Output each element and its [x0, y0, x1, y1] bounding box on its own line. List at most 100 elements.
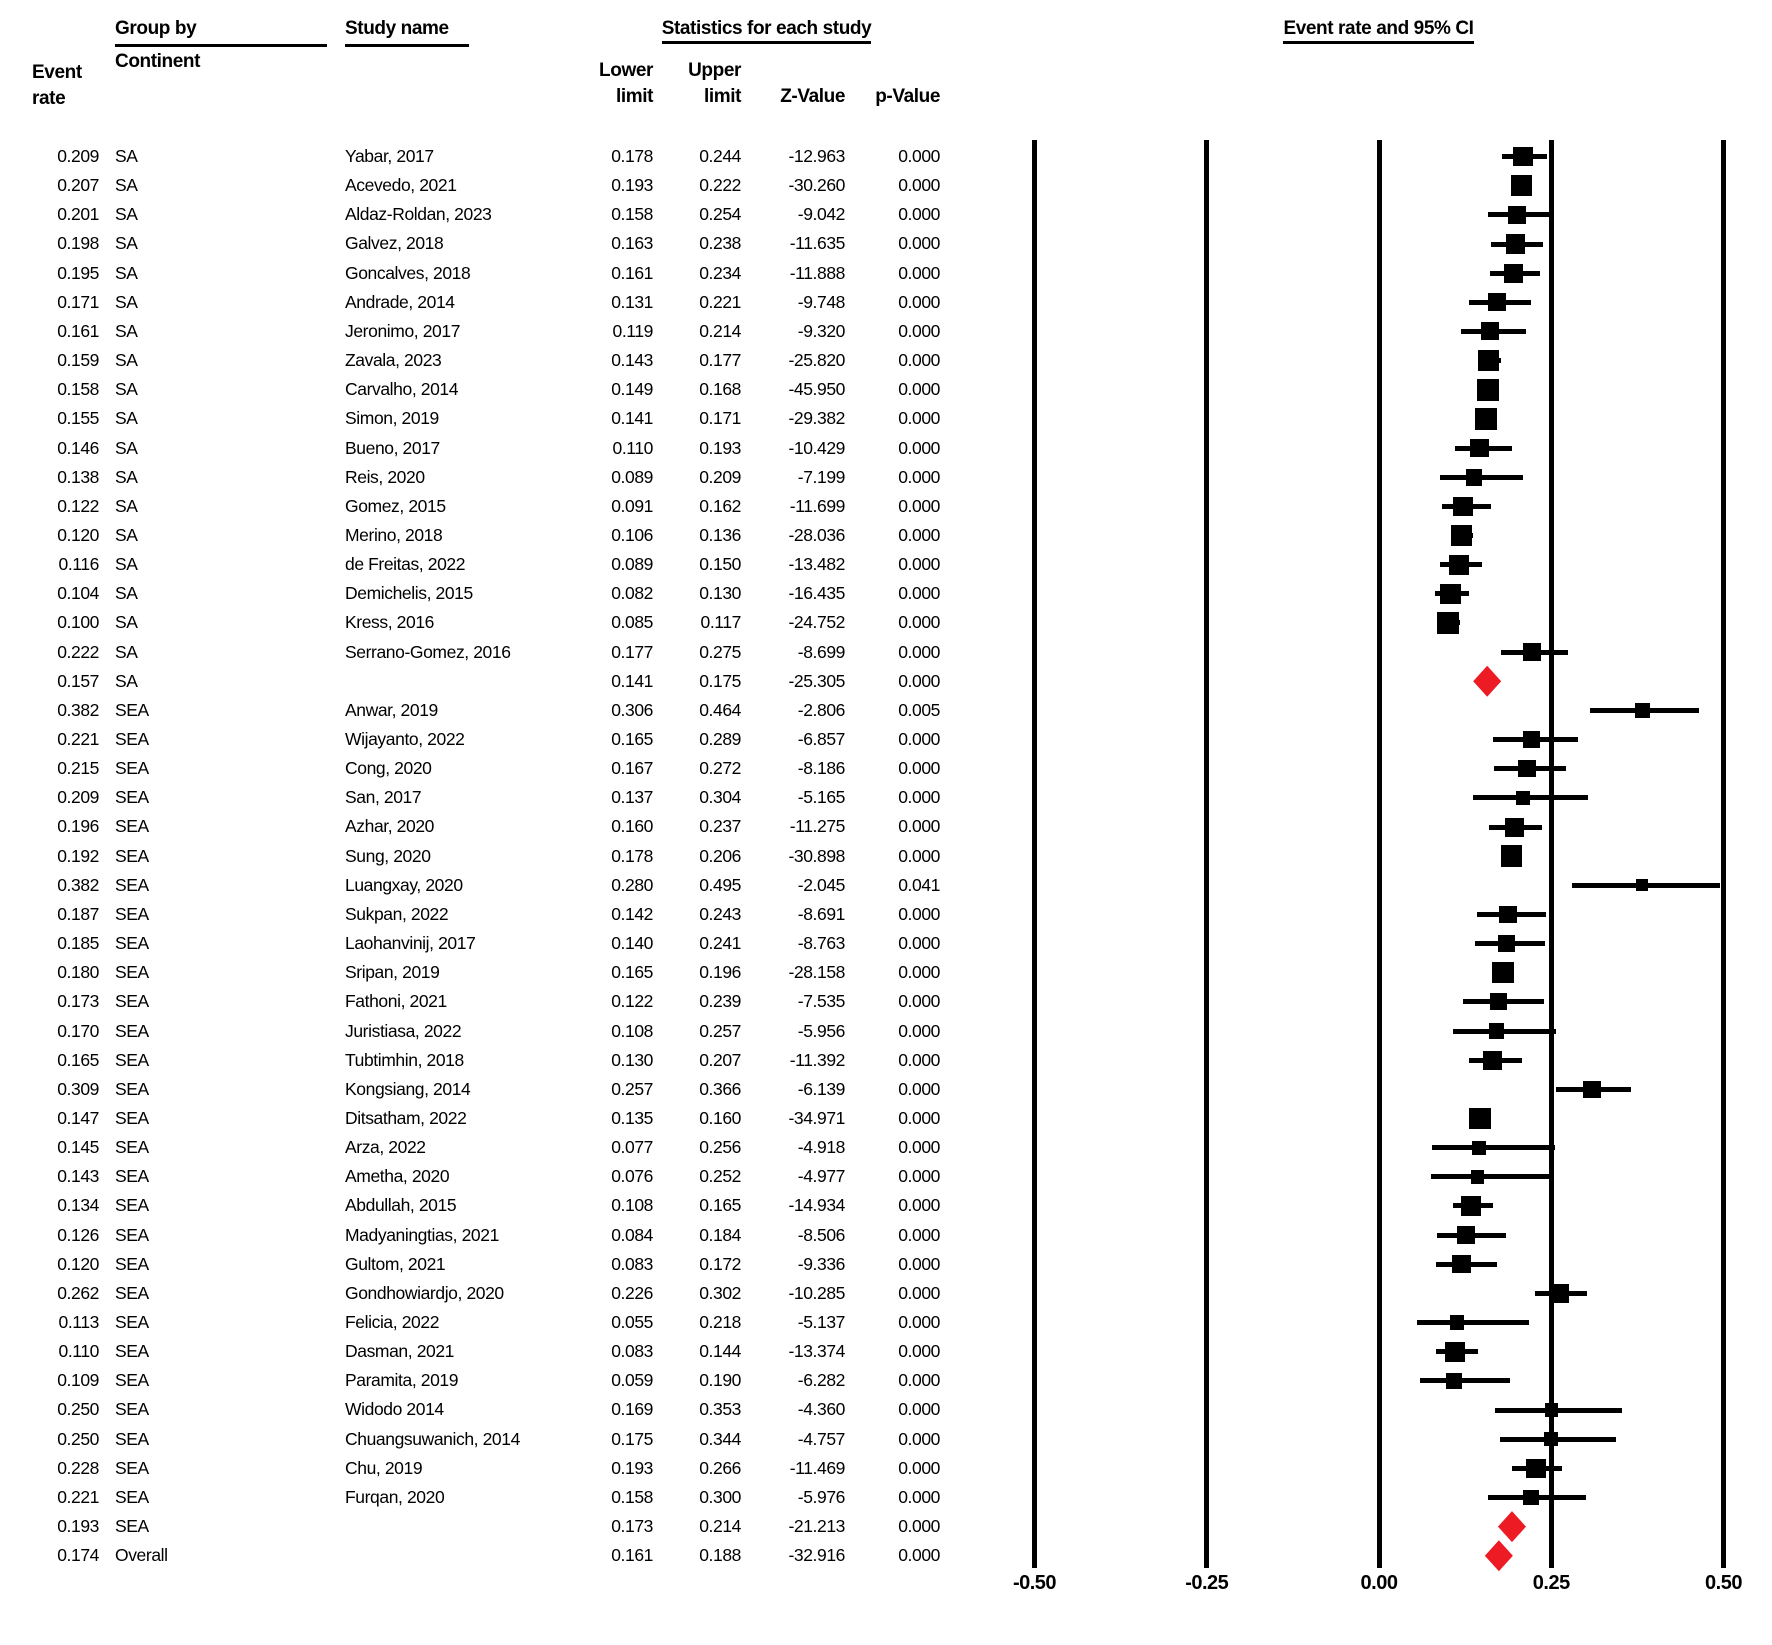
study-name-cell: Yabar, 2017 [345, 146, 434, 166]
z-value-cell: -13.482 [788, 554, 845, 575]
event-rate-cell: 0.196 [57, 816, 99, 837]
upper-limit-cell: 0.136 [699, 524, 741, 545]
group-cell: SEA [115, 1224, 149, 1245]
effect-square [1452, 1255, 1471, 1274]
study-name-cell: Reis, 2020 [345, 466, 425, 487]
group-cell: SEA [115, 1312, 149, 1332]
p-value-cell: 0.000 [898, 437, 940, 458]
effect-square [1583, 1080, 1601, 1099]
z-value-cell: -34.971 [788, 1107, 845, 1128]
effect-square [1453, 496, 1473, 517]
effect-square [1475, 408, 1497, 430]
event-rate-cell: 0.147 [57, 1107, 99, 1128]
axis-gridline [1376, 140, 1382, 1568]
effect-square [1492, 962, 1514, 984]
group-cell: SA [115, 379, 138, 400]
lower-limit-cell: 0.055 [611, 1312, 653, 1332]
study-name-cell: Simon, 2019 [345, 408, 439, 429]
lower-limit-cell: 0.141 [611, 670, 653, 691]
p-value-cell: 0.000 [898, 1545, 940, 1566]
p-value-cell: 0.000 [898, 933, 940, 954]
event-rate-cell: 0.207 [57, 175, 99, 196]
upper-limit-cell: 0.196 [699, 962, 741, 983]
event-rate-cell: 0.157 [57, 670, 99, 691]
z-value-cell: -45.950 [788, 379, 845, 400]
upper-limit-cell: 0.302 [699, 1282, 741, 1303]
p-value-cell: 0.000 [898, 1341, 940, 1362]
study-name-cell: Ametha, 2020 [345, 1166, 450, 1187]
lower-limit-cell: 0.280 [611, 874, 653, 895]
upper-limit-cell: 0.188 [699, 1545, 741, 1566]
p-value-cell: 0.000 [898, 175, 940, 196]
z-value-cell: -7.535 [797, 991, 846, 1012]
event-rate-cell: 0.171 [57, 291, 99, 312]
effect-square [1449, 554, 1469, 575]
p-value-cell: 0.000 [898, 554, 940, 575]
study-name-cell: Widodo 2014 [345, 1399, 444, 1420]
lower-limit-cell: 0.169 [611, 1399, 653, 1420]
upper-limit-cell: 0.165 [699, 1195, 741, 1216]
event-rate-cell: 0.382 [57, 699, 99, 720]
z-value-cell: -16.435 [788, 583, 845, 604]
p-value-cell: 0.000 [898, 962, 940, 983]
p-value-cell: 0.000 [898, 583, 940, 604]
group-cell: SA [115, 233, 138, 254]
study-name-cell: Serrano-Gomez, 2016 [345, 641, 511, 662]
group-cell: SEA [115, 1078, 149, 1099]
statistics-column-header: Statistics for each study [661, 18, 872, 44]
axis-gridline [1032, 140, 1037, 1568]
z-value-cell: -12.963 [788, 146, 845, 166]
group-cell: SEA [115, 816, 149, 837]
p-value-cell: 0.000 [898, 408, 940, 429]
group-cell: SA [115, 554, 138, 575]
study-name-cell: Acevedo, 2021 [345, 175, 457, 196]
z-value-cell: -5.976 [797, 1486, 846, 1507]
effect-square [1504, 817, 1524, 837]
effect-square [1465, 468, 1483, 486]
z-value-cell: -2.045 [797, 874, 846, 895]
group-cell: SEA [115, 1486, 149, 1507]
study-name-cell: Andrade, 2014 [345, 291, 455, 312]
z-value-cell: -13.374 [788, 1341, 845, 1362]
group-cell: SA [115, 350, 138, 371]
study-name-cell: Carvalho, 2014 [345, 379, 459, 400]
z-value-cell: -5.956 [797, 1020, 846, 1041]
upper-limit-cell: 0.160 [699, 1107, 741, 1128]
z-value-cell: -7.199 [797, 466, 846, 487]
effect-square [1487, 293, 1506, 312]
event-rate-cell: 0.138 [57, 466, 99, 487]
lower-limit-cell: 0.131 [611, 291, 653, 312]
p-value-cell: 0.000 [898, 1399, 940, 1420]
z-value-cell: -11.635 [789, 233, 846, 254]
p-value-cell: 0.005 [898, 699, 940, 720]
event-rate-cell: 0.250 [57, 1399, 99, 1420]
event-rate-cell: 0.145 [57, 1137, 99, 1158]
upper-limit-cell: 0.214 [699, 320, 741, 341]
z-value-cell: -24.752 [788, 612, 845, 633]
p-value-cell: 0.000 [898, 204, 940, 225]
p-value-cell: 0.000 [898, 816, 940, 837]
study-name-cell: Arza, 2022 [345, 1137, 426, 1158]
upper-limit-cell: 0.353 [699, 1399, 741, 1420]
event-rate-cell: 0.250 [57, 1428, 99, 1449]
event-rate-cell: 0.195 [57, 262, 99, 283]
group-cell: SEA [115, 874, 149, 895]
lower-limit-cell: 0.178 [611, 845, 653, 866]
effect-square [1444, 1341, 1465, 1362]
ci-line [1453, 1028, 1557, 1034]
z-value-cell: -6.282 [797, 1370, 846, 1391]
lower-limit-cell: 0.119 [612, 320, 654, 341]
lower-limit-cell: 0.143 [611, 350, 653, 371]
lower-limit-cell: 0.130 [611, 1049, 653, 1070]
lower-limit-cell: 0.084 [611, 1224, 653, 1245]
lower-limit-cell: 0.082 [611, 583, 653, 604]
event-rate-cell: 0.222 [57, 641, 99, 662]
study-name-cell: Merino, 2018 [345, 524, 443, 545]
upper-limit-cell: 0.172 [699, 1253, 741, 1274]
ci-line [1431, 1174, 1553, 1180]
effect-square [1440, 583, 1461, 605]
event-rate-cell: 0.221 [57, 729, 99, 749]
study-name-cell: Goncalves, 2018 [345, 262, 471, 283]
study-name-cell: Furqan, 2020 [345, 1486, 445, 1507]
p-value-cell: 0.041 [898, 874, 940, 895]
